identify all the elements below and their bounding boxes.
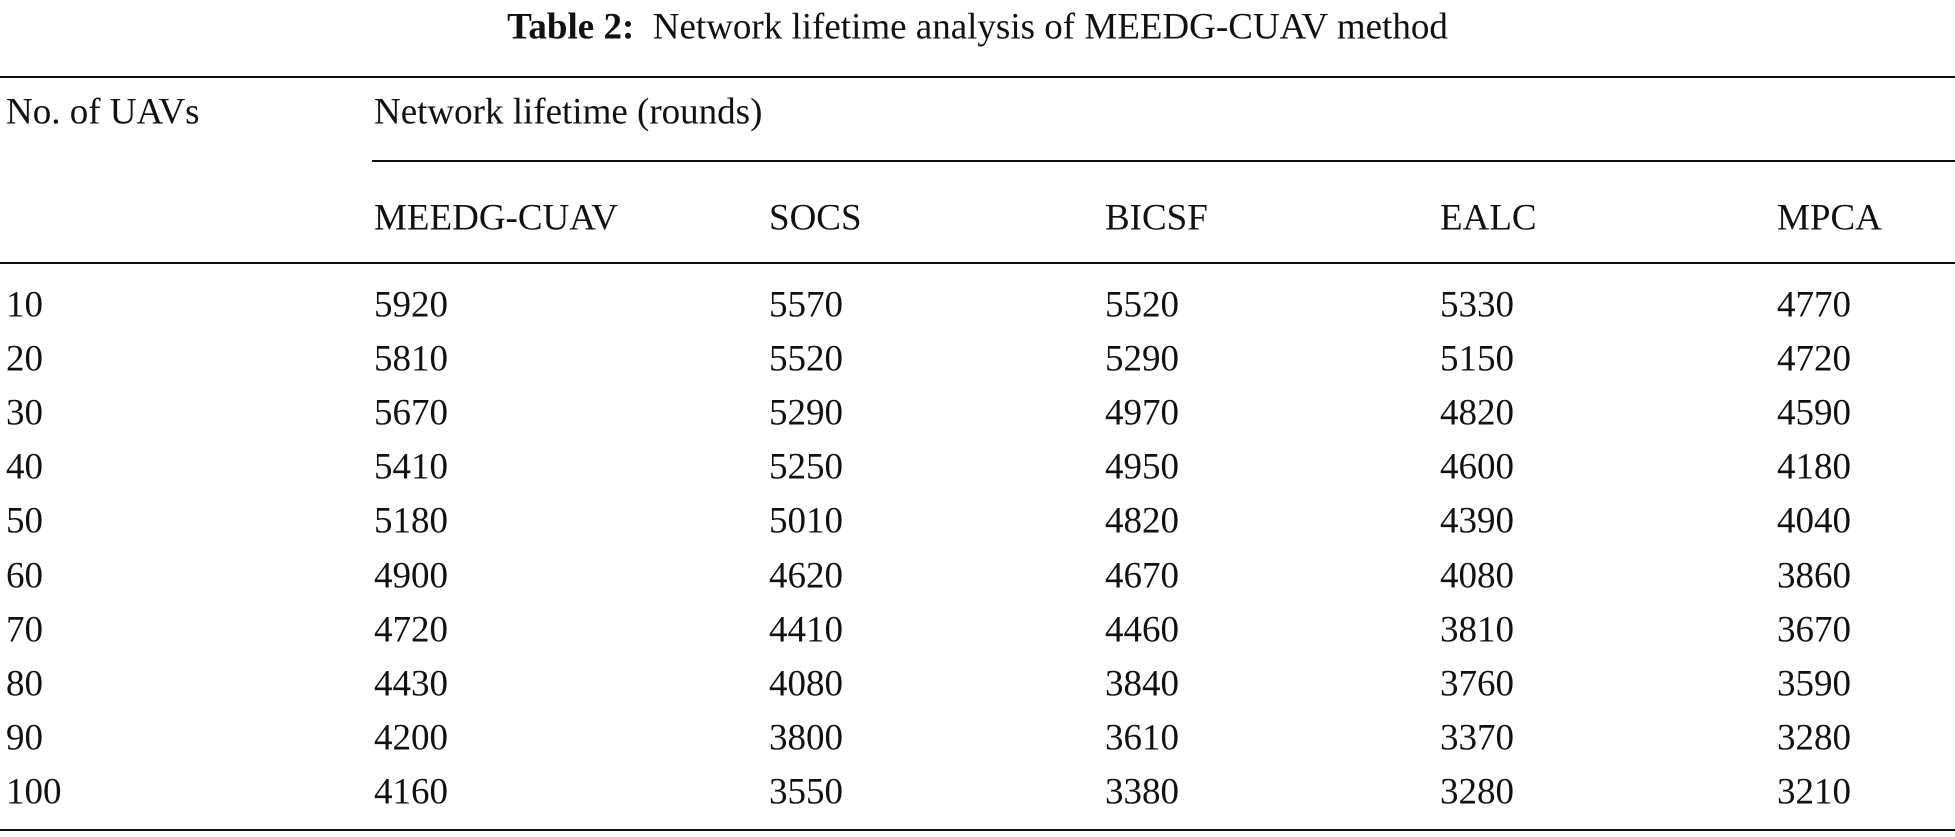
cell: 3860	[1777, 555, 1851, 596]
cell: 5670	[374, 392, 448, 434]
cell: 5410	[374, 446, 448, 488]
cell: 3280	[1777, 717, 1851, 759]
cell: 5520	[1105, 284, 1179, 326]
cell: 4180	[1777, 446, 1851, 488]
column-header: MEEDG-CUAV	[374, 197, 618, 239]
cell: 4620	[769, 555, 843, 596]
cell: 5810	[374, 338, 448, 380]
cell: 3810	[1440, 609, 1514, 651]
row-label: 30	[6, 392, 43, 434]
cell: 4410	[769, 609, 843, 651]
group-rule	[372, 160, 1955, 162]
cell: 3550	[769, 771, 843, 813]
cell: 4600	[1440, 446, 1514, 488]
cell: 3370	[1440, 717, 1514, 759]
cell: 4770	[1777, 284, 1851, 326]
cell: 4080	[1440, 555, 1514, 596]
cell: 4820	[1440, 392, 1514, 434]
cell: 5290	[769, 392, 843, 434]
caption-text: Network lifetime analysis of MEEDG-CUAV …	[652, 6, 1448, 48]
cell: 4970	[1105, 392, 1179, 434]
row-label: 70	[6, 609, 43, 651]
cell: 3760	[1440, 663, 1514, 705]
cell: 3380	[1105, 771, 1179, 813]
cell: 4160	[374, 771, 448, 813]
cell: 3280	[1440, 771, 1514, 813]
column-header: SOCS	[769, 197, 862, 239]
row-label: 100	[6, 771, 62, 813]
column-header: BICSF	[1105, 197, 1208, 239]
cell: 4200	[374, 717, 448, 759]
row-label: 40	[6, 446, 43, 488]
cell: 3670	[1777, 609, 1851, 651]
cell: 4820	[1105, 500, 1179, 542]
cell: 4430	[374, 663, 448, 705]
top-rule	[0, 76, 1955, 78]
cell: 5330	[1440, 284, 1514, 326]
cell: 5180	[374, 500, 448, 542]
header-rule	[0, 262, 1955, 264]
cell: 4040	[1777, 500, 1851, 542]
row-label: 60	[6, 555, 43, 596]
cell: 4720	[374, 609, 448, 651]
cell: 3800	[769, 717, 843, 759]
cell: 5150	[1440, 338, 1514, 380]
cell: 3210	[1777, 771, 1851, 813]
cell: 5520	[769, 338, 843, 380]
caption: Table 2: Network lifetime analysis of ME…	[0, 9, 1955, 46]
row-label: 50	[6, 500, 43, 542]
group-header: Network lifetime (rounds)	[374, 91, 763, 133]
cell: 4900	[374, 555, 448, 596]
cell: 4460	[1105, 609, 1179, 651]
cell: 3610	[1105, 717, 1179, 759]
row-label: 80	[6, 663, 43, 705]
row-label-header: No. of UAVs	[6, 91, 200, 133]
row-label: 90	[6, 717, 43, 759]
row-label: 10	[6, 284, 43, 326]
cell: 4950	[1105, 446, 1179, 488]
cell: 5920	[374, 284, 448, 326]
row-label: 20	[6, 338, 43, 380]
caption-label: Table 2:	[507, 6, 635, 48]
cell: 4590	[1777, 392, 1851, 434]
column-header: MPCA	[1777, 197, 1882, 239]
column-header: EALC	[1440, 197, 1537, 239]
cell: 5010	[769, 500, 843, 542]
cell: 5250	[769, 446, 843, 488]
cell: 4720	[1777, 338, 1851, 380]
cell: 3840	[1105, 663, 1179, 705]
cell: 4390	[1440, 500, 1514, 542]
cell: 5290	[1105, 338, 1179, 380]
cell: 5570	[769, 284, 843, 326]
cell: 4080	[769, 663, 843, 705]
cell: 4670	[1105, 555, 1179, 596]
cell: 3590	[1777, 663, 1851, 705]
bottom-rule	[0, 829, 1955, 831]
